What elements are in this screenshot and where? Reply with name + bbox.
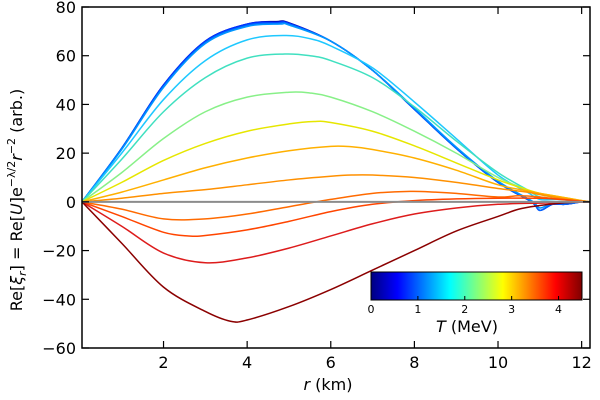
colorbar: 0 1 2 3 4 T (MeV)	[368, 271, 583, 336]
x-axis-label: r (km)	[304, 375, 353, 394]
colorbar-gradient	[370, 271, 583, 301]
y-label-part: ] = Re[	[7, 215, 26, 271]
colorbar-label-unit: (MeV)	[446, 317, 498, 336]
y-tick-label: 0	[66, 193, 76, 212]
x-tick-label: 8	[409, 353, 419, 372]
y-tick-label: 60	[56, 47, 76, 66]
y-tick-label: −20	[42, 242, 76, 261]
y-label-r: r	[7, 153, 26, 161]
x-axis-label-unit: (km)	[310, 375, 352, 394]
y-tick-label: −60	[42, 339, 76, 358]
y-tick-label: −40	[42, 290, 76, 309]
x-tick-label: 10	[488, 353, 508, 372]
x-tick-label: 6	[326, 353, 336, 372]
x-tick-label: 2	[158, 353, 168, 372]
y-label-exp: −λ/2	[5, 161, 18, 187]
y-label-part: ]e	[7, 187, 26, 203]
plot-frame	[81, 6, 591, 349]
y-label-part: Re[	[7, 285, 26, 311]
series-line	[81, 34, 591, 203]
y-tick-label: 40	[56, 95, 76, 114]
colorbar-tick-label: 0	[368, 303, 375, 316]
y-axis-label: Re[ξr] = Re[U]e−λ/2r−2 (arb.)	[5, 89, 29, 312]
colorbar-ticks: 0 1 2 3 4	[368, 296, 562, 316]
x-axis-label-var: r	[304, 375, 312, 394]
colorbar-tick-label: 4	[555, 303, 562, 316]
series-line	[81, 197, 591, 238]
y-tick-label: 20	[56, 144, 76, 163]
plot-border	[81, 6, 591, 349]
series-line	[81, 174, 591, 203]
series-line	[81, 201, 591, 323]
x-tick-label: 4	[242, 353, 252, 372]
y-tick-label: 80	[56, 0, 76, 17]
y-label-part: (arb.)	[7, 89, 26, 138]
colorbar-tick-label: 2	[461, 303, 468, 316]
colorbar-label: T (MeV)	[436, 317, 498, 336]
series-line	[81, 145, 591, 203]
colorbar-label-var: T	[436, 317, 447, 336]
x-tick-label: 12	[571, 353, 591, 372]
y-label-u: U	[7, 203, 26, 215]
colorbar-tick-label: 3	[508, 303, 515, 316]
y-label-xi: ξ	[7, 275, 26, 286]
y-label-xi-sub: r	[16, 270, 29, 276]
colorbar-tick-label: 1	[414, 303, 421, 316]
series-line	[81, 53, 591, 203]
x-axis-ticks: 2 4 6 8 10 12	[158, 7, 592, 372]
series-line	[81, 190, 591, 221]
series-line	[81, 22, 591, 209]
y-label-exp2: −2	[5, 138, 18, 154]
